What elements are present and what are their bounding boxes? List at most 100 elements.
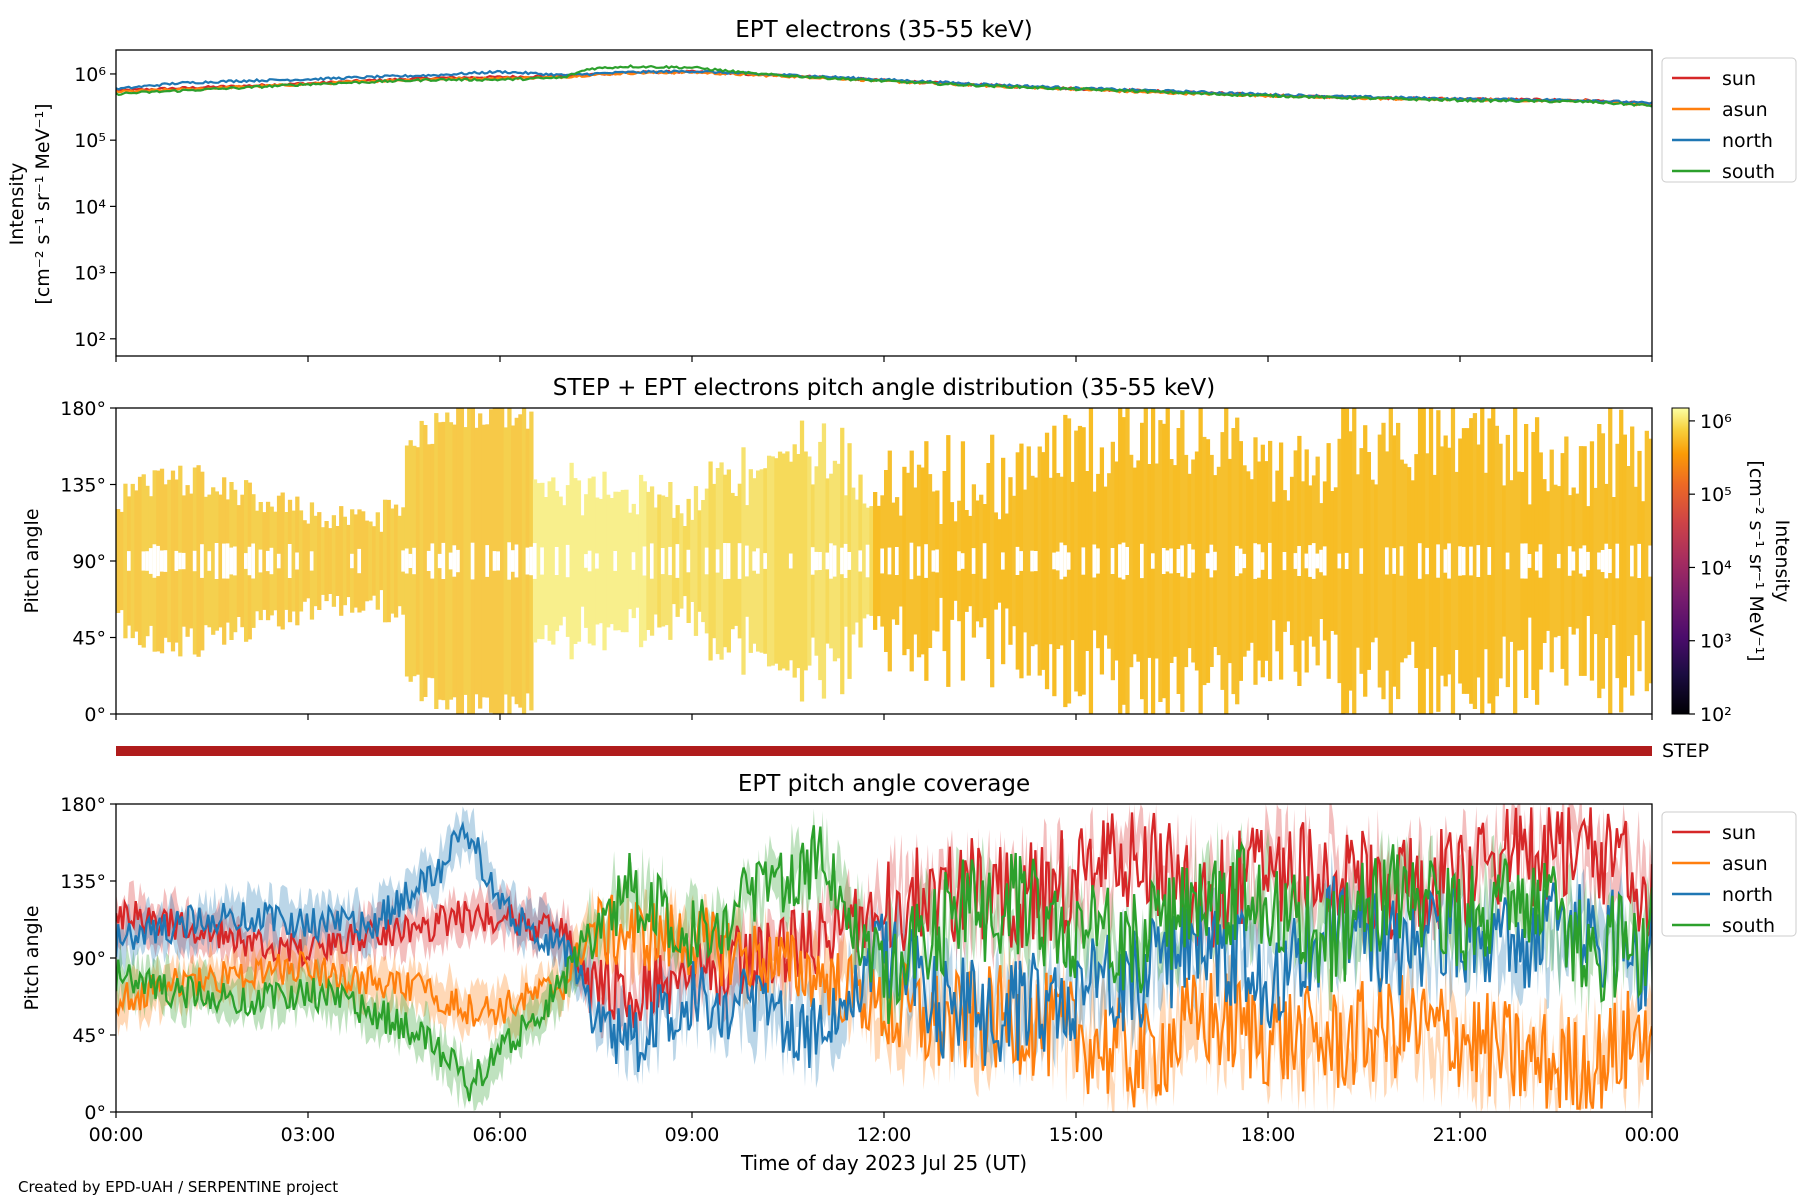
heatmap-gap: [971, 548, 977, 574]
heatmap-gap: [737, 543, 742, 579]
heatmap-gap: [159, 550, 165, 572]
heatmap-cell: [774, 458, 779, 664]
heatmap-cell: [1439, 446, 1445, 676]
heatmap-cell: [1480, 408, 1485, 714]
heatmap-gap: [1191, 549, 1196, 573]
heatmap-gap: [858, 550, 863, 572]
heatmap-cell: [1249, 479, 1254, 643]
heatmap-cell: [1410, 480, 1415, 642]
heatmap-cell: [1070, 481, 1075, 641]
heatmap-cell: [730, 492, 735, 630]
heatmap-gap: [1417, 543, 1423, 579]
heatmap-gap: [1443, 549, 1448, 573]
heatmap-cell: [990, 434, 995, 688]
heatmap-cell: [203, 496, 209, 626]
heatmap-cell: [419, 420, 424, 702]
heatmap-cell: [719, 462, 724, 660]
heatmap-gap: [514, 544, 519, 578]
heatmap-cell: [240, 494, 245, 628]
heatmap-gap: [540, 547, 545, 575]
heatmap-cell: [1564, 436, 1569, 686]
heatmap-cell: [1264, 461, 1269, 661]
heatmap-gap: [1385, 547, 1390, 575]
heatmap-cell: [1275, 470, 1280, 652]
step-bar-label: STEP: [1662, 740, 1709, 762]
heatmap-cell: [997, 519, 1002, 603]
heatmap-cell: [562, 505, 567, 617]
heatmap-gap: [452, 545, 457, 577]
colorbar-ticks: 10² 10³ 10⁴ 10⁵ 10⁶: [1689, 411, 1732, 726]
heatmap-cell: [898, 515, 903, 607]
panel1-ytick-label: 10⁴: [74, 196, 106, 218]
panel2-ytick-label: 0°: [84, 704, 106, 726]
heatmap-cell: [415, 447, 421, 675]
panel1-legend-label-north: north: [1722, 130, 1773, 152]
heatmap-cell: [620, 489, 625, 633]
heatmap-cell: [379, 531, 384, 591]
heatmap-cell: [799, 420, 805, 702]
heatmap-gap: [510, 550, 516, 572]
heatmap-cell: [869, 506, 874, 616]
heatmap-gap: [1597, 552, 1602, 570]
heatmap-gap: [448, 552, 454, 570]
heatmap-cell: [624, 489, 629, 633]
heatmap-cell: [884, 470, 889, 652]
colorbar-label-line1: Intensity: [1771, 520, 1793, 603]
heatmap-gap: [229, 547, 234, 575]
heatmap-gap: [1187, 543, 1192, 579]
heatmap-cell: [1129, 454, 1134, 668]
heatmap-gap: [295, 552, 300, 570]
heatmap-cell: [905, 472, 911, 650]
heatmap-cell: [851, 487, 856, 635]
heatmap-cell: [423, 425, 428, 697]
heatmap-cell: [291, 510, 296, 612]
heatmap-gap: [957, 551, 962, 571]
heatmap-gap: [745, 545, 750, 577]
heatmap-gap: [814, 551, 819, 571]
heatmap-cell: [1224, 408, 1229, 714]
heatmap-cell: [1107, 473, 1112, 649]
heatmap-cell: [1509, 480, 1514, 642]
heatmap-gap: [152, 544, 157, 578]
panel4-line-asun: [116, 894, 1652, 1110]
panel4-xtick-label: 06:00: [473, 1124, 528, 1146]
heatmap-cell: [938, 524, 944, 598]
panel4-ytick-label: 180°: [60, 794, 106, 816]
panel2-ylabel: Pitch angle: [21, 508, 43, 613]
heatmap-cell: [1589, 441, 1595, 681]
heatmap-gap: [1125, 547, 1130, 575]
heatmap-cell: [1355, 474, 1361, 648]
heatmap-cell: [785, 451, 790, 671]
heatmap-cell: [1575, 493, 1580, 629]
heatmap-cell: [920, 467, 925, 655]
heatmap-gap: [233, 546, 238, 576]
panel4-legend-label-asun: asun: [1722, 853, 1768, 875]
heatmap-cell: [503, 427, 508, 695]
heatmap-cell: [386, 499, 391, 623]
heatmap-cell: [609, 498, 614, 625]
colorbar-tick-label: 10⁵: [1700, 484, 1732, 506]
heatmap-cell: [1396, 422, 1401, 700]
heatmap-cell: [576, 480, 582, 642]
heatmap-gap: [763, 553, 768, 569]
heatmap-cell: [690, 519, 695, 602]
heatmap-gap: [269, 547, 274, 575]
panel4-legend: sun asun north south: [1661, 811, 1797, 937]
heatmap-cell: [489, 409, 494, 713]
heatmap-cell: [1158, 420, 1163, 702]
heatmap-gap: [810, 547, 816, 575]
heatmap-gap: [752, 551, 757, 571]
heatmap-gap: [1604, 543, 1609, 579]
heatmap-gap: [1527, 554, 1532, 568]
heatmap-gap: [1293, 553, 1298, 569]
heatmap-gap: [181, 552, 187, 570]
heatmap-gap: [1630, 545, 1635, 577]
heatmap-gap: [1322, 546, 1328, 576]
heatmap-cell: [382, 499, 388, 623]
heatmap-gap: [818, 552, 823, 570]
heatmap-cell: [397, 515, 402, 607]
heatmap-gap: [840, 547, 845, 575]
heatmap-cell: [331, 515, 337, 607]
panel1-title: EPT electrons (35-55 keV): [735, 17, 1032, 43]
heatmap-cell: [1220, 432, 1225, 690]
